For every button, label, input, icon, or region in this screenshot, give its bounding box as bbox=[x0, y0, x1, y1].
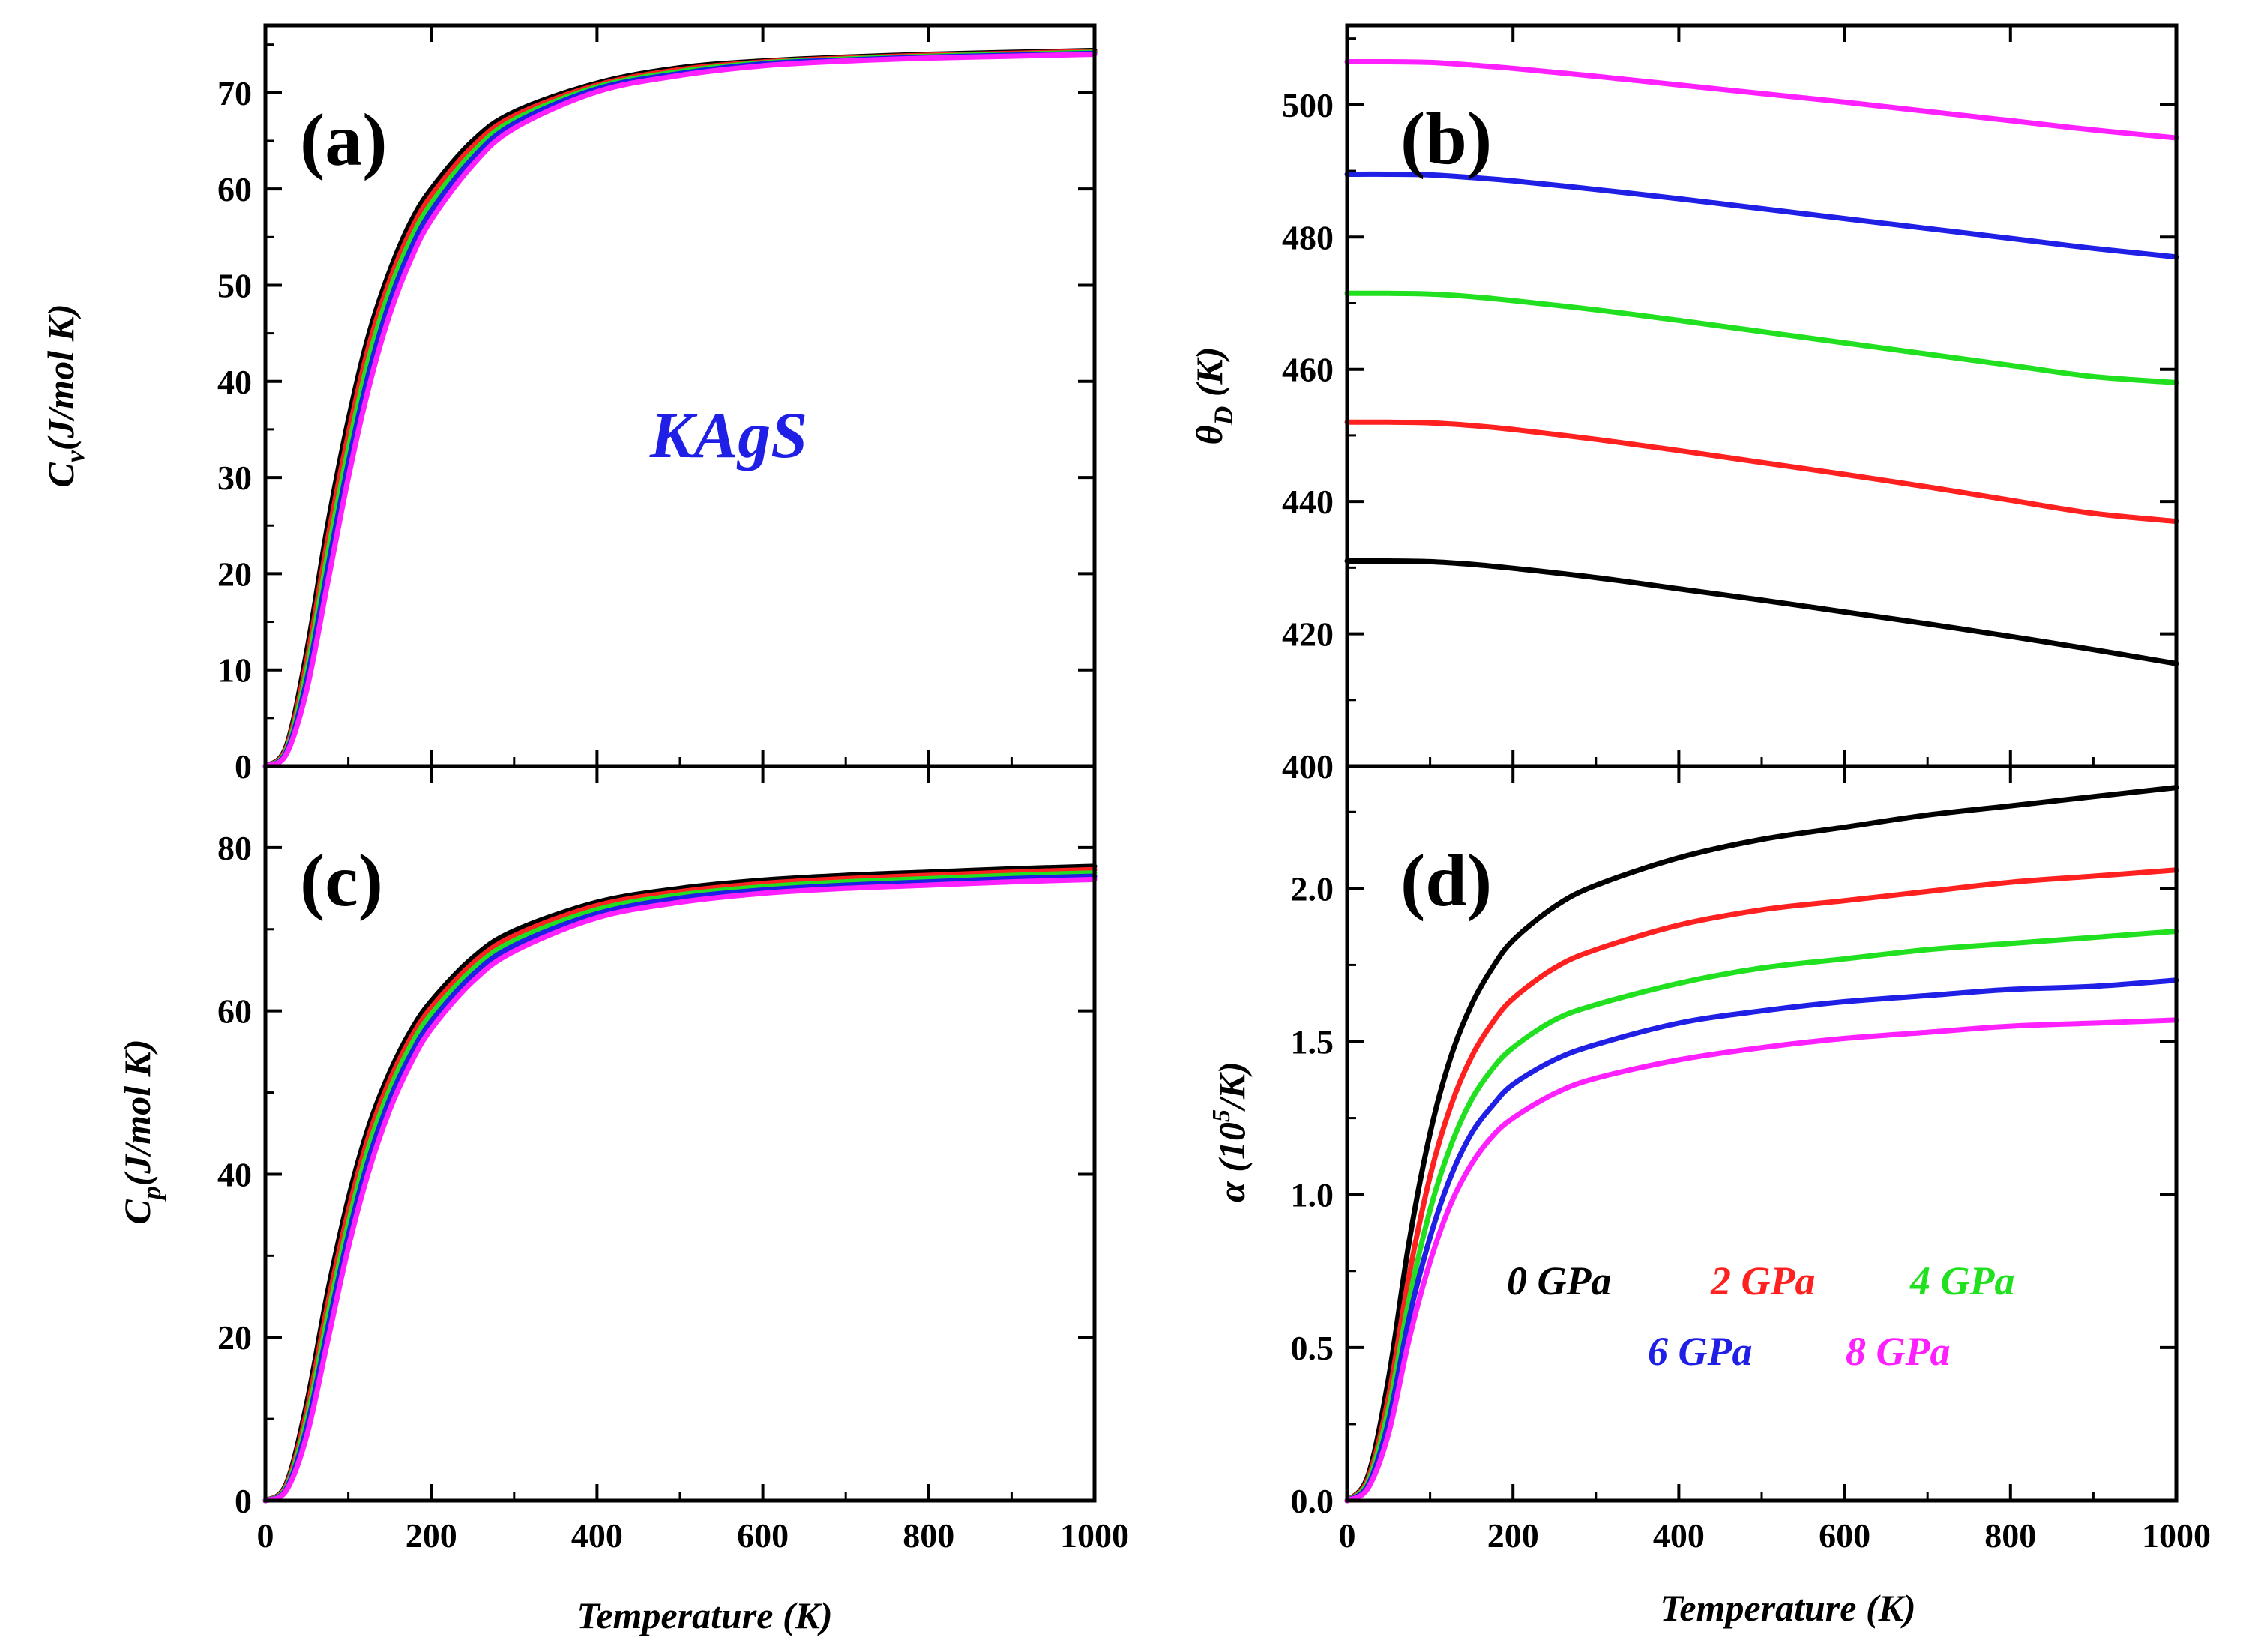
series-line-c-3 bbox=[262, 873, 1098, 1504]
legend-entry-4gpa: 4 GPa bbox=[1909, 1258, 2014, 1303]
y-axis-title-sub-c: p bbox=[136, 1186, 166, 1202]
material-label: KAgS bbox=[649, 400, 807, 472]
y-tick-label-a-7: 70 bbox=[217, 74, 252, 112]
y-tick-label-d-1: 0.5 bbox=[1291, 1329, 1334, 1367]
y-tick-label-b-0: 400 bbox=[1282, 747, 1334, 786]
y-tick-label-c-2: 40 bbox=[217, 1155, 252, 1193]
series-line-b-2 bbox=[1344, 290, 2179, 385]
y-tick-label-a-2: 20 bbox=[217, 555, 252, 593]
y-tick-label-a-0: 0 bbox=[235, 747, 252, 786]
y-axis-title-unit-a: (J/mol K) bbox=[40, 304, 82, 450]
x-tick-label-c-0: 0 bbox=[257, 1516, 274, 1555]
panel-label-d: (d) bbox=[1400, 839, 1492, 922]
y-axis-title-unit-c: (J/mol K) bbox=[116, 1039, 158, 1186]
x-axis-title-left: Temperature (K) bbox=[576, 1594, 832, 1636]
y-axis-title-b: θD (K) bbox=[1188, 346, 1238, 444]
panel-b: 400 420 440 460 480 500 (b) θD (K) bbox=[1188, 23, 2179, 786]
y-tick-label-b-2: 440 bbox=[1282, 483, 1334, 521]
y-tick-label-b-5: 500 bbox=[1282, 86, 1334, 124]
series-line-d-4 bbox=[1344, 1017, 2179, 1504]
y-tick-label-a-4: 40 bbox=[217, 363, 252, 401]
y-axis-title-sup-d: 5 bbox=[1208, 1109, 1235, 1122]
y-tick-label-c-3: 60 bbox=[217, 992, 252, 1031]
y-tick-label-a-5: 50 bbox=[217, 266, 252, 304]
y-tick-label-b-3: 460 bbox=[1282, 351, 1334, 389]
series-line-d-0 bbox=[1344, 785, 2179, 1504]
y-axis-title-main-b: θ bbox=[1188, 426, 1230, 445]
panel-d: 0 200 400 600 800 1000 0.0 0.5 1.0 1.5 2.0 (d) α (10… bbox=[1208, 764, 2211, 1555]
series-line-d-3 bbox=[1344, 977, 2179, 1504]
x-axis-title-right: Temperature (K) bbox=[1660, 1587, 1915, 1629]
y-axis-title-c: Cp(J/mol K) bbox=[116, 1039, 166, 1224]
y-tick-label-c-4: 80 bbox=[217, 829, 252, 867]
panel-label-a: (a) bbox=[300, 98, 388, 181]
y-tick-label-d-3: 1.5 bbox=[1291, 1023, 1334, 1061]
x-tick-label-c-1: 200 bbox=[406, 1516, 457, 1555]
series-line-a-4 bbox=[262, 52, 1098, 769]
series-line-b-0 bbox=[1344, 558, 2179, 666]
series-line-b-1 bbox=[1344, 419, 2179, 525]
y-axis-title-main-a: C bbox=[40, 462, 82, 488]
panel-c: 0 200 400 600 800 1000 0 20 40 60 80 (c) Cp(J/mol K) bbox=[116, 764, 1129, 1555]
panel-a: 0 10 20 30 40 50 60 70 (a) Cv(J/mol K) bbox=[40, 23, 1098, 786]
y-tick-label-b-1: 420 bbox=[1282, 615, 1334, 654]
y-tick-label-c-1: 20 bbox=[217, 1318, 252, 1357]
x-tick-label-d-2: 400 bbox=[1653, 1516, 1705, 1555]
y-axis-title-sub-a: v bbox=[60, 450, 90, 462]
legend-entry-6gpa: 6 GPa bbox=[1648, 1329, 1752, 1374]
y-tick-label-d-4: 2.0 bbox=[1291, 869, 1334, 908]
y-tick-label-a-6: 60 bbox=[217, 170, 252, 208]
series-line-d-1 bbox=[1344, 867, 2179, 1504]
y-axis-title-unit-b: (K) bbox=[1188, 346, 1230, 406]
panel-label-c: (c) bbox=[300, 839, 383, 922]
series-line-d-2 bbox=[1344, 929, 2179, 1504]
legend-entry-2gpa: 2 GPa bbox=[1710, 1258, 1815, 1303]
y-tick-label-a-3: 30 bbox=[217, 459, 252, 497]
series-line-b-3 bbox=[1344, 171, 2179, 260]
y-tick-label-c-0: 0 bbox=[235, 1482, 252, 1520]
y-axis-title-main-c: C bbox=[116, 1199, 158, 1225]
legend: 0 GPa 2 GPa 4 GPa 6 GPa 8 GPa bbox=[1507, 1258, 2014, 1374]
y-axis-title-a: Cv(J/mol K) bbox=[40, 304, 90, 487]
y-axis-title-d: α (105/K) bbox=[1208, 1061, 1253, 1202]
x-tick-label-d-1: 200 bbox=[1487, 1516, 1539, 1555]
panel-label-b: (b) bbox=[1400, 97, 1492, 180]
x-tick-label-c-3: 600 bbox=[737, 1516, 789, 1555]
y-tick-label-d-0: 0.0 bbox=[1291, 1482, 1334, 1520]
series-line-b-4 bbox=[1344, 58, 2179, 141]
y-axis-title-main-d: α (10 bbox=[1211, 1122, 1253, 1202]
x-tick-label-c-5: 1000 bbox=[1060, 1516, 1129, 1555]
x-tick-label-d-4: 800 bbox=[1984, 1516, 2036, 1555]
legend-entry-0gpa: 0 GPa bbox=[1507, 1258, 1611, 1303]
legend-entry-8gpa: 8 GPa bbox=[1846, 1329, 1950, 1374]
x-tick-label-c-4: 800 bbox=[903, 1516, 954, 1555]
y-tick-label-b-4: 480 bbox=[1282, 218, 1334, 256]
y-axis-title-sub-b: D bbox=[1208, 406, 1238, 426]
series-line-c-4 bbox=[262, 876, 1098, 1504]
y-tick-label-d-2: 1.0 bbox=[1291, 1176, 1334, 1214]
x-tick-label-d-5: 1000 bbox=[2142, 1516, 2211, 1555]
x-tick-label-d-3: 600 bbox=[1819, 1516, 1870, 1555]
y-tick-label-a-1: 10 bbox=[217, 651, 252, 690]
x-tick-label-d-0: 0 bbox=[1339, 1516, 1356, 1555]
x-tick-label-c-2: 400 bbox=[571, 1516, 623, 1555]
y-axis-title-unit-d: /K) bbox=[1211, 1061, 1253, 1112]
